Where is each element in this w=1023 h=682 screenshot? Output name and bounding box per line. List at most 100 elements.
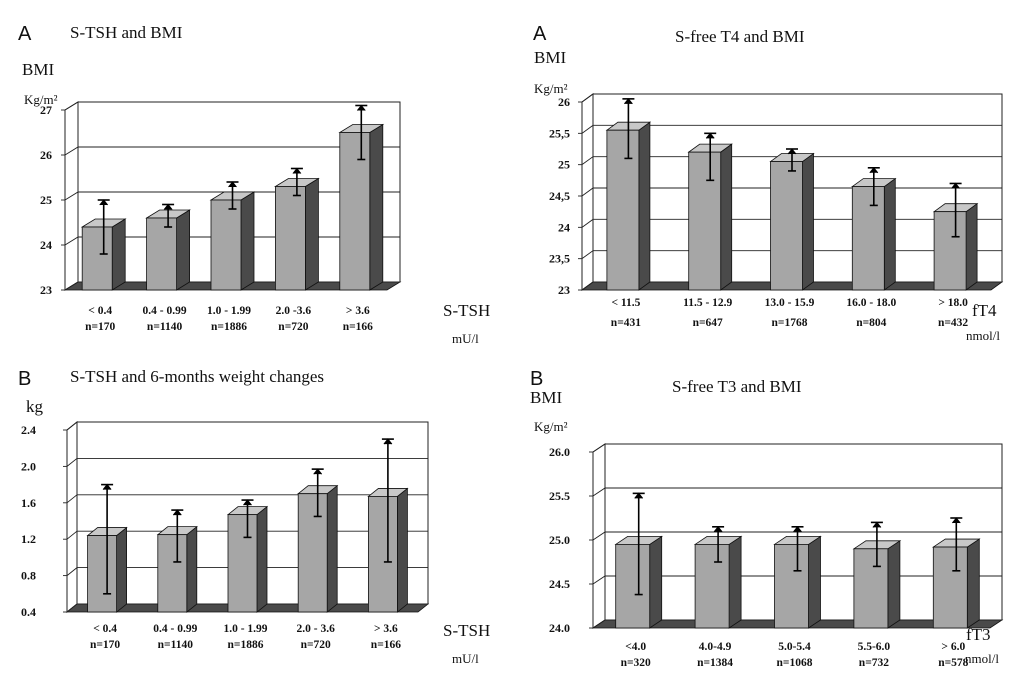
bar-3	[773, 525, 822, 629]
bar-side	[728, 535, 742, 629]
gridline	[581, 124, 1002, 134]
bar-front	[297, 493, 328, 613]
y-tick-label: 2.4	[21, 423, 36, 437]
gridline	[64, 101, 400, 111]
gridline	[581, 93, 1002, 103]
gridline	[581, 156, 1002, 166]
x-count-label: n=578	[938, 657, 968, 669]
x-category-label: 5.5-6.0	[858, 641, 891, 653]
y-tick-label: 24.5	[549, 577, 570, 591]
chart-title: S-TSH and BMI	[70, 23, 183, 42]
x-count-label: n=1068	[777, 657, 813, 669]
x-axis-unit: nmol/l	[966, 328, 1000, 343]
error-arrow-top	[99, 199, 109, 206]
chart-title: S-free T3 and BMI	[672, 377, 802, 396]
x-count-label: n=1886	[211, 321, 247, 333]
x-count-label: n=170	[90, 639, 120, 651]
error-arrow-top	[313, 468, 323, 475]
x-count-label: n=1768	[772, 317, 808, 329]
y-tick-label: 25	[40, 193, 52, 207]
x-axis-label: S-TSH	[443, 621, 490, 640]
bar-front	[774, 544, 809, 629]
x-count-label: n=1140	[147, 321, 183, 333]
bar-front	[770, 161, 803, 291]
x-count-label: n=166	[371, 639, 401, 651]
error-arrow-top	[951, 182, 960, 189]
bar-3	[769, 148, 815, 291]
x-count-label: n=720	[301, 639, 331, 651]
bar-side	[111, 218, 126, 291]
y-axis-label: BMI	[530, 388, 562, 407]
bar-5	[932, 182, 979, 291]
y-tick-label: 23,5	[549, 252, 570, 266]
bar-5	[367, 438, 409, 613]
gridline	[592, 443, 1002, 453]
bar-side	[256, 505, 268, 613]
x-category-label: 1.0 - 1.99	[223, 623, 267, 635]
error-arrow-top	[713, 525, 723, 533]
x-category-label: 0.4 - 0.99	[153, 623, 197, 635]
error-arrow-top	[787, 148, 797, 155]
y-tick-label: 24,5	[549, 189, 570, 203]
bar-side	[638, 121, 651, 291]
error-arrow-top	[624, 98, 633, 105]
bar-4	[273, 167, 320, 291]
error-arrow-top	[102, 483, 112, 490]
y-tick-label: 0.8	[21, 569, 36, 583]
gridline	[592, 531, 1002, 541]
y-tick-label: 25.0	[549, 533, 570, 547]
bar-1	[80, 199, 127, 291]
bar-side	[965, 202, 978, 291]
x-count-label: n=720	[278, 321, 308, 333]
bar-4	[297, 468, 339, 613]
y-tick-label: 1.6	[21, 496, 36, 510]
bar-front	[606, 129, 640, 291]
bar-side	[649, 535, 663, 629]
y-tick-label: 23	[558, 283, 570, 297]
bar-2	[145, 203, 192, 291]
error-arrow-top	[172, 509, 182, 516]
bar-side	[883, 177, 896, 291]
panel-ft3-bmi: 24.0 24.5 25.0 25.5 26.0 <4.0 n=320 4.0-4.9 n=13…	[530, 368, 1004, 669]
y-tick-label: 26	[558, 95, 570, 109]
x-axis-unit: nmol/l	[965, 651, 999, 666]
x-axis-label: fT3	[966, 625, 991, 644]
error-arrow-top	[228, 181, 237, 188]
x-category-label: 4.0-4.9	[699, 641, 732, 653]
bar-side	[966, 538, 980, 629]
bar-front	[227, 514, 258, 613]
bar-front	[367, 496, 398, 613]
x-count-label: n=1384	[697, 657, 733, 669]
bar-3	[226, 499, 269, 613]
x-count-label: n=804	[856, 317, 886, 329]
error-arrow-top	[872, 521, 882, 528]
panel-tsh-weight-change: 0.4 0.8 1.2 1.6 2.0 2.4 < 0.4 n=170 0.4 - 0.99 n=…	[18, 367, 490, 666]
y-tick-label: 1.2	[21, 532, 36, 546]
x-axis-label: S-TSH	[443, 301, 490, 320]
bar-2	[693, 525, 743, 629]
error-arrow-top	[793, 525, 802, 533]
x-category-label: 16.0 - 18.0	[846, 297, 896, 309]
error-arrow-top	[163, 203, 173, 210]
y-tick-label: 24.0	[549, 621, 570, 635]
x-category-label: < 0.4	[93, 623, 117, 635]
bar-side	[808, 535, 821, 629]
x-category-label: 13.0 - 15.9	[765, 297, 815, 309]
x-axis-unit: mU/l	[452, 331, 479, 346]
bar-side	[326, 484, 338, 613]
bar-side	[720, 143, 733, 291]
bar-5	[338, 104, 385, 291]
panel-letter: A	[18, 23, 32, 45]
bar-side	[304, 177, 319, 291]
panel-letter: B	[18, 368, 31, 390]
bar-side	[186, 525, 198, 613]
chart-title: S-TSH and 6-months weight changes	[70, 367, 324, 386]
bar-1	[614, 492, 664, 629]
x-category-label: < 11.5	[611, 297, 640, 309]
x-count-label: n=1140	[158, 639, 194, 651]
bar-1	[86, 483, 128, 613]
bar-side	[176, 209, 191, 291]
x-category-label: > 3.6	[346, 305, 370, 317]
x-count-label: n=1886	[228, 639, 264, 651]
